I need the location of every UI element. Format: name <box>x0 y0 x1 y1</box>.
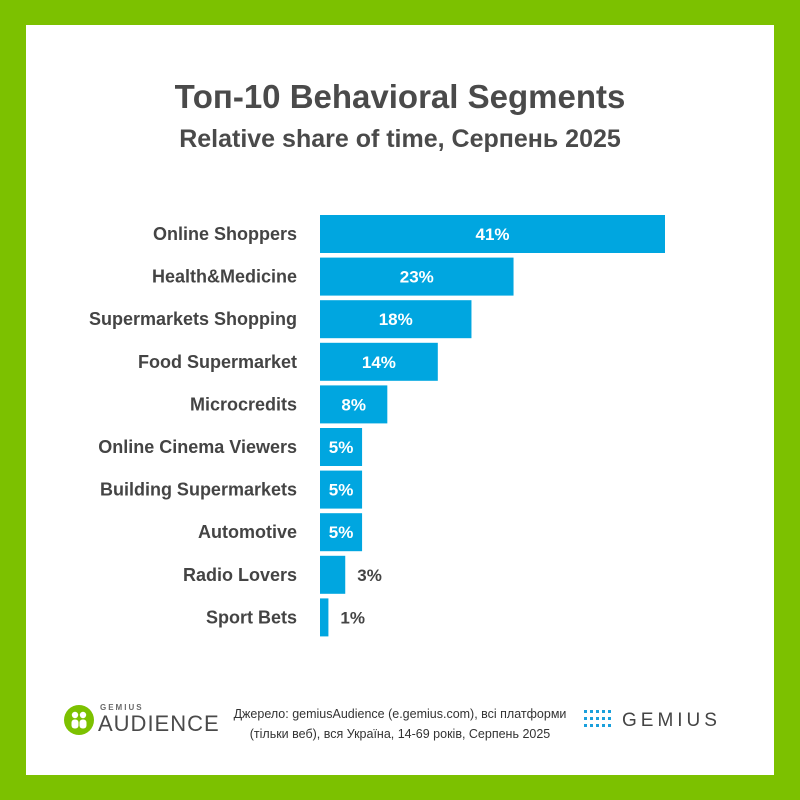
gemius-audience-logo: GEMIUS AUDIENCE <box>64 701 219 737</box>
bar <box>320 598 329 637</box>
bar <box>320 257 514 296</box>
logo-small-text: GEMIUS <box>100 703 144 712</box>
data-label: 41% <box>475 225 509 244</box>
bar <box>320 428 363 466</box>
data-label: 5% <box>329 438 354 457</box>
audience-logo-icon <box>64 705 94 735</box>
data-label: 5% <box>329 523 354 542</box>
bar <box>320 215 665 253</box>
bar <box>320 342 438 381</box>
category-label: Online Shoppers <box>153 224 297 244</box>
data-label: 18% <box>379 310 413 329</box>
chart-card <box>26 25 774 775</box>
category-label: Supermarkets Shopping <box>89 309 297 329</box>
data-label: 23% <box>400 268 434 287</box>
category-label: Radio Lovers <box>183 565 297 585</box>
data-label: 5% <box>329 481 354 500</box>
bar <box>320 555 346 594</box>
bar <box>320 300 472 339</box>
gemius-logo-text: GEMIUS <box>622 710 721 731</box>
data-label: 8% <box>341 395 366 414</box>
gemius-logo: GEMIUS <box>584 710 744 731</box>
bar <box>320 385 388 424</box>
bar <box>320 470 363 509</box>
logo-big-text: AUDIENCE <box>98 711 220 736</box>
category-label: Sport Bets <box>206 607 297 627</box>
category-label: Online Cinema Viewers <box>98 437 297 457</box>
gemius-dots-icon <box>584 710 611 727</box>
data-label: 1% <box>340 608 365 627</box>
data-label: 3% <box>357 566 382 585</box>
source-note: Джерело: gemiusAudience (e.gemius.com), … <box>225 704 575 744</box>
bar <box>320 513 363 552</box>
category-label: Building Supermarkets <box>100 480 297 500</box>
source-line-2: (тільки веб), вся Україна, 14-69 років, … <box>249 727 551 741</box>
category-label: Food Supermarket <box>138 352 297 372</box>
chart-title: Топ-10 Behavioral Segments <box>174 78 626 115</box>
chart-subtitle: Relative share of time, Серпень 2025 <box>179 125 621 153</box>
source-line-1: Джерело: gemiusAudience (e.gemius.com), … <box>233 707 567 721</box>
category-label: Health&Medicine <box>152 267 297 287</box>
category-label: Automotive <box>198 522 297 542</box>
category-label: Microcredits <box>190 394 297 414</box>
data-label: 14% <box>362 353 396 372</box>
